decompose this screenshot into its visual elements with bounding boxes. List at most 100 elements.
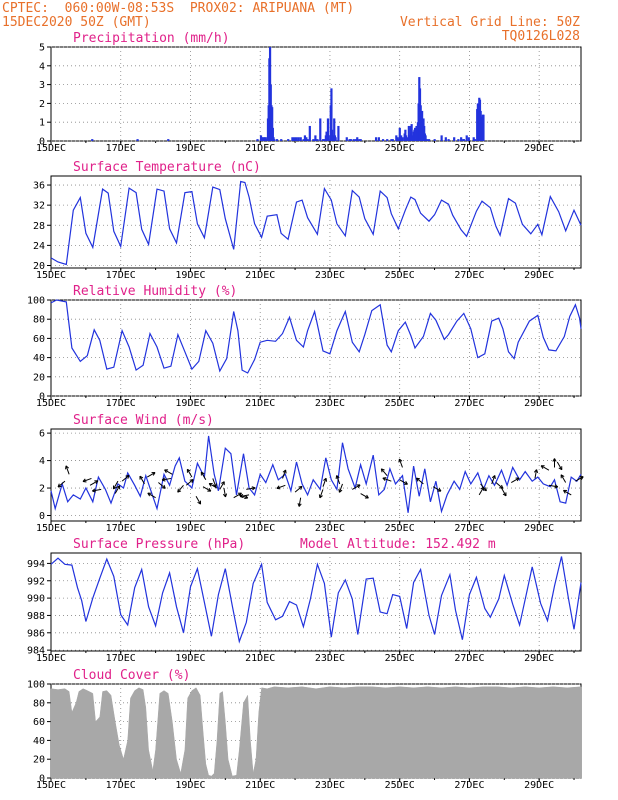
temp-xtick-label: 29DEC <box>524 270 554 281</box>
precip-bar <box>325 131 328 141</box>
precip-bar <box>331 129 334 141</box>
wind-wind-arrowhead <box>276 487 281 490</box>
rh-xtick-label: 17DEC <box>106 398 136 409</box>
precip-bar <box>440 135 443 141</box>
wind-wind-arrow <box>336 475 341 485</box>
wind-wind-arrow <box>382 477 392 482</box>
precip-bar <box>414 127 417 141</box>
precip-bar <box>460 137 463 141</box>
precip-bar <box>398 127 401 141</box>
precip-xtick-label: 17DEC <box>106 143 136 154</box>
pres-xtick-label: 23DEC <box>315 653 345 664</box>
temp-xtick-label: 27DEC <box>454 270 484 281</box>
precip-bar <box>358 139 361 141</box>
wind-wind-arrow <box>82 477 92 482</box>
wind-wind-arrowhead <box>335 475 338 480</box>
precip-bar <box>275 139 279 141</box>
wind-xtick-label: 23DEC <box>315 523 345 534</box>
wind-wind-arrow <box>89 480 99 486</box>
precip-bar <box>293 137 296 141</box>
wind-wind-arrow <box>186 469 193 478</box>
cloud-ytick-label: 60 <box>33 717 45 728</box>
precip-bar <box>386 139 389 141</box>
wind-wind-arrow <box>575 476 584 482</box>
wind-wind-arrowhead <box>189 479 194 481</box>
rh-xtick-label: 27DEC <box>454 398 484 409</box>
wind-wind-arrowhead <box>319 495 323 499</box>
wind-wind-arrow <box>195 496 201 505</box>
wind-wind-arrow <box>65 465 70 475</box>
cloud-xtick-label: 19DEC <box>175 780 205 791</box>
wind-wind-arrow <box>556 461 563 470</box>
rh-ytick-label: 20 <box>33 372 45 383</box>
wind-wind-arrow <box>233 492 242 499</box>
wind-wind-arrowhead <box>398 458 400 463</box>
precip-xtick-label: 27DEC <box>454 143 484 154</box>
wind-wind-arrow <box>164 469 173 475</box>
wind-wind-arrowhead <box>125 474 130 477</box>
wind-wind-arrow <box>114 485 121 494</box>
precip-bar <box>359 139 362 141</box>
wind-xtick-label: 27DEC <box>454 523 484 534</box>
precip-bar <box>316 139 319 141</box>
precip-bar <box>415 125 418 141</box>
rh-title: Relative Humidity (%) <box>73 284 237 299</box>
precip-bar <box>305 137 308 141</box>
wind-wind-arrow <box>322 478 327 487</box>
precip-bar <box>303 135 307 141</box>
wind-wind-arrowhead <box>491 475 496 479</box>
wind-wind-arrowhead <box>552 458 555 462</box>
header-station: CPTEC: 060:00W-08:53S PROX02: ARIPUANA (… <box>2 1 355 16</box>
precip-bar <box>299 137 302 141</box>
pres-ytick-label: 986 <box>27 628 45 639</box>
precip-bar <box>444 137 447 141</box>
wind-wind-arrowhead <box>82 481 87 483</box>
pres-subtitle: Model Altitude: 152.492 m <box>300 537 496 552</box>
rh-xtick-label: 29DEC <box>524 398 554 409</box>
wind-xtick-label: 19DEC <box>175 523 205 534</box>
precip-bar <box>280 139 283 141</box>
wind-wind-arrowhead <box>282 469 286 473</box>
cloud-xtick-label: 21DEC <box>245 780 275 791</box>
wind-wind-arrowhead <box>438 487 442 492</box>
wind-wind-arrow <box>540 465 550 471</box>
wind-wind-arrow <box>478 486 485 496</box>
precip-bar <box>472 137 475 141</box>
rh-panel: 15DEC 17DEC 19DEC 21DEC 23DEC 25DEC 27DEC 29DEC… <box>27 284 582 409</box>
wind-panel: 15DEC 17DEC 19DEC 21DEC 23DEC 25DEC 27DEC 29DEC… <box>36 413 584 534</box>
cloud-ytick-label: 20 <box>33 755 45 766</box>
wind-wind-arrowhead <box>298 503 302 507</box>
precip-ytick-label: 0 <box>39 137 45 148</box>
wind-wind-arrowhead <box>380 468 383 473</box>
temp-title: Surface Temperature (nC) <box>73 160 261 175</box>
wind-wind-arrow <box>338 483 343 493</box>
wind-wind-arrowhead <box>147 492 151 497</box>
cloud-ytick-label: 80 <box>33 698 45 709</box>
precip-bar <box>321 139 325 141</box>
pres-xtick-label: 15DEC <box>36 653 66 664</box>
wind-wind-arrow <box>158 482 166 489</box>
precip-title: Precipitation (mm/h) <box>73 31 230 46</box>
cloud-xtick-label: 27DEC <box>454 780 484 791</box>
precip-xtick-label: 19DEC <box>175 143 205 154</box>
precip-bar <box>271 107 274 141</box>
temp-frame <box>50 175 582 269</box>
cloud-xtick-label: 15DEC <box>36 780 66 791</box>
wind-xtick-label: 25DEC <box>385 523 415 534</box>
cloud-ytick-label: 40 <box>33 736 45 747</box>
wind-wind-arrow <box>511 477 520 483</box>
cloud-ytick-label: 0 <box>39 774 45 785</box>
precip-bar <box>474 139 477 141</box>
temp-ytick-label: 36 <box>33 181 45 192</box>
wind-wind-arrowhead <box>485 487 487 491</box>
pres-xtick-label: 21DEC <box>245 653 275 664</box>
wind-series-line <box>50 435 582 514</box>
wind-wind-arrow <box>534 469 538 479</box>
precip-bar <box>333 118 336 141</box>
precip-ytick-label: 2 <box>39 99 45 110</box>
wind-wind-arrow <box>563 489 572 496</box>
precip-bar <box>400 135 403 141</box>
wind-wind-arrowhead <box>57 485 62 488</box>
precip-bar <box>323 139 326 141</box>
precip-bar <box>397 139 400 141</box>
